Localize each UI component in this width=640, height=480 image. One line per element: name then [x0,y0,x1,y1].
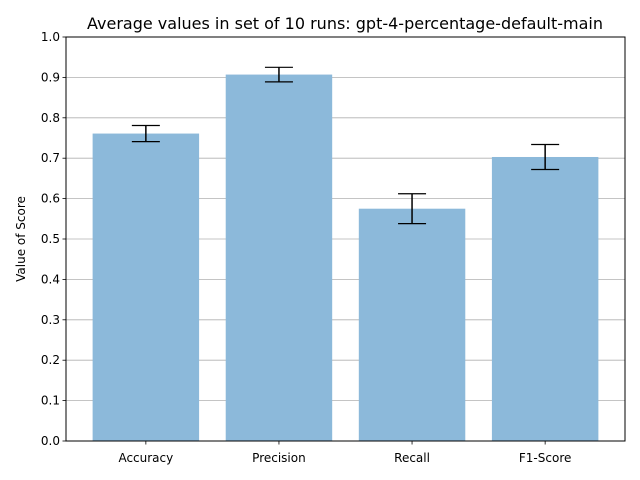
x-tick-label: Accuracy [118,451,173,465]
y-tick-label: 0.2 [41,353,60,367]
x-ticks: Accuracy Precision Recall F1-Score [118,441,571,465]
bar-recall [358,208,466,441]
y-tick-label: 0.4 [41,272,60,286]
y-tick-label: 0.5 [41,232,60,246]
y-tick-label: 0.3 [41,313,60,327]
bar-accuracy [92,133,200,441]
x-tick-label: Precision [252,451,306,465]
x-tick-label: Recall [394,451,430,465]
y-tick-label: 1.0 [41,30,60,44]
y-tick-label: 0.9 [41,70,60,84]
y-tick-label: 0.8 [41,111,60,125]
y-ticks: 0.0 0.1 0.2 0.3 0.4 0.5 0.6 0.7 0.8 0.9 1.0 [41,30,66,448]
bar-f1-score [491,156,599,441]
x-tick-label: F1-Score [519,451,571,465]
y-tick-label: 0.1 [41,394,60,408]
y-axis-label: Value of Score [14,196,28,282]
y-tick-label: 0.0 [41,434,60,448]
bars [92,74,599,442]
bar-precision [225,74,333,442]
y-tick-label: 0.6 [41,192,60,206]
chart-title: Average values in set of 10 runs: gpt-4-… [87,14,603,33]
error-bars [131,66,560,225]
y-tick-label: 0.7 [41,151,60,165]
